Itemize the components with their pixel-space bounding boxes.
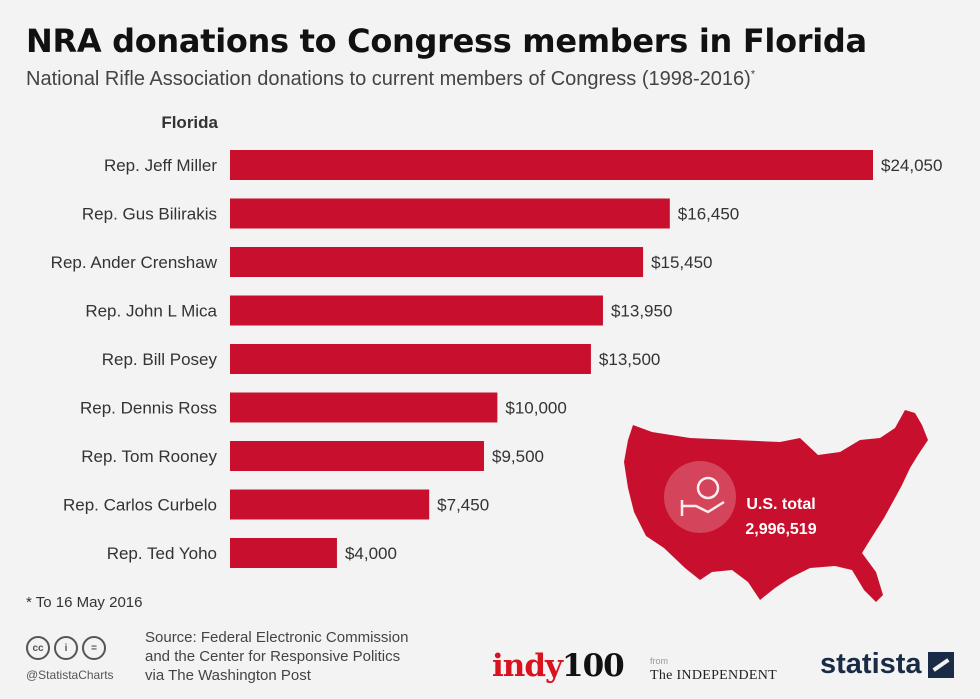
value-label: $16,450 (678, 205, 739, 224)
from-label: from (650, 656, 668, 666)
category-label: Rep. Carlos Curbelo (63, 496, 217, 515)
category-label: Rep. Ander Crenshaw (51, 253, 218, 272)
statista-logo[interactable]: statista (820, 648, 954, 681)
value-label: $15,450 (651, 253, 712, 272)
chart-title: NRA donations to Congress members in Flo… (26, 22, 867, 60)
us-total-label: U.S. total (746, 496, 815, 513)
attribution-icon: i (54, 636, 78, 660)
bars-group: Rep. Jeff Miller $24,050 Rep. Gus Biliraki… (51, 150, 942, 568)
bar (230, 247, 644, 277)
bar (230, 441, 484, 471)
value-label: $24,050 (881, 156, 942, 175)
bar (230, 344, 591, 374)
category-label: Rep. Tom Rooney (81, 447, 217, 466)
bar (230, 198, 670, 229)
bar (230, 295, 603, 326)
value-label: $4,000 (345, 544, 397, 563)
us-total-value: 2,996,519 (745, 521, 816, 538)
category-label: Rep. Ted Yoho (107, 544, 217, 563)
no-derivatives-icon: = (82, 636, 106, 660)
bar (230, 392, 498, 423)
usa-map-shape (624, 410, 928, 602)
source-line: and the Center for Responsive Politics (145, 648, 401, 665)
independent-logo[interactable]: The INDEPENDENT (650, 668, 777, 683)
indy-logo-text: indy (492, 648, 563, 684)
value-label: $7,450 (437, 496, 489, 515)
bar-chart: Rep. Jeff Miller $24,050 Rep. Gus Biliraki… (51, 150, 942, 602)
category-label: Rep. Gus Bilirakis (82, 205, 217, 224)
statista-handle: @StatistaCharts (26, 668, 114, 682)
source-note: Source: Federal Electronic Commission an… (145, 628, 408, 685)
group-label: Florida (161, 113, 218, 132)
subtitle-text: National Rifle Association donations to … (26, 68, 751, 90)
bar (230, 489, 430, 520)
category-label: Rep. John L Mica (85, 302, 217, 321)
bar (230, 538, 337, 568)
category-label: Rep. Dennis Ross (80, 399, 217, 418)
subtitle-footnote-mark: * (750, 68, 756, 81)
statista-logo-text: statista (820, 648, 922, 680)
value-label: $10,000 (505, 399, 566, 418)
license-icons: cc i = (26, 636, 106, 660)
usa-map-annotation: U.S. total 2,996,519 (624, 410, 928, 602)
value-label: $9,500 (492, 447, 544, 466)
money-icon-bg (664, 461, 736, 533)
footnote: * To 16 May 2016 (26, 594, 143, 611)
value-label: $13,950 (611, 302, 672, 321)
value-label: $13,500 (599, 350, 660, 369)
source-line: via The Washington Post (145, 667, 311, 684)
bar (230, 150, 873, 180)
money-hand-icon (680, 476, 725, 516)
category-label: Rep. Jeff Miller (104, 156, 217, 175)
cc-icon: cc (26, 636, 50, 660)
chart-subtitle: National Rifle Association donations to … (26, 68, 755, 91)
indy-logo-number: 100 (562, 648, 625, 684)
indy100-logo[interactable]: indy100 (492, 648, 625, 684)
statista-mark-icon (927, 651, 954, 678)
source-line: Source: Federal Electronic Commission (145, 629, 409, 646)
category-label: Rep. Bill Posey (102, 350, 218, 369)
